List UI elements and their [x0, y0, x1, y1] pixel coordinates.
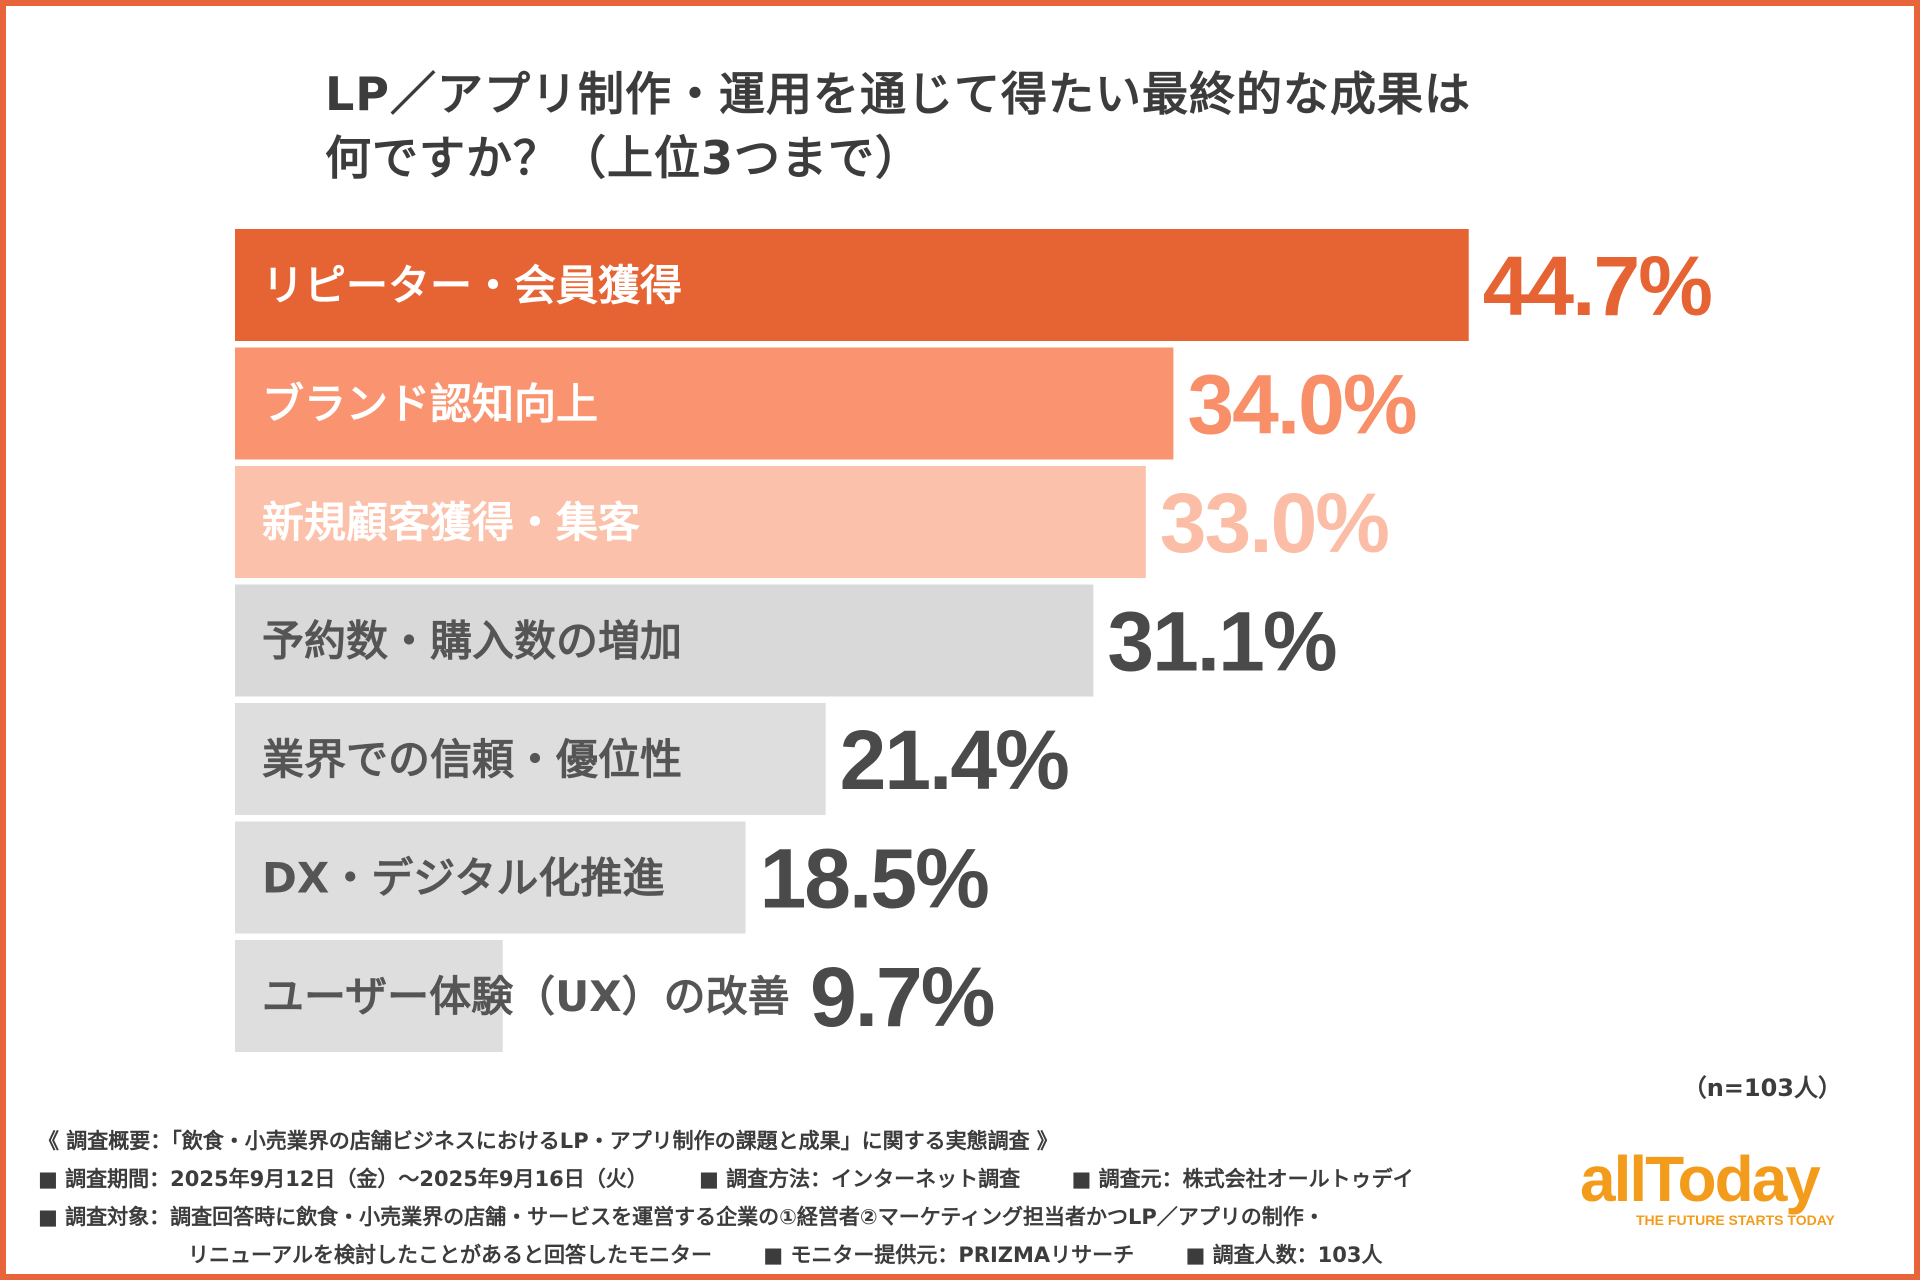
bar-label-6: DX・デジタル化推進 — [262, 854, 664, 903]
bar-1 — [235, 229, 1469, 341]
chart-title: LP／アプリ制作・運用を通じて得たい最終的な成果は 何ですか？（上位3つまで） — [325, 62, 1625, 190]
bar-label-1: リピーター・会員獲得 — [262, 261, 682, 310]
survey-meta-row: ■ 調査期間：2025年9月12日（金）〜2025年9月16日（火） ■ 調査方… — [38, 1160, 1538, 1198]
chart-title-line-2: 何ですか？（上位3つまで） — [325, 131, 923, 185]
bar-3 — [235, 466, 1146, 578]
bar-4 — [235, 584, 1094, 697]
bar-value-1: 44.7% — [1483, 239, 1711, 333]
bar-5 — [235, 703, 826, 815]
bar-value-3: 33.0% — [1160, 476, 1388, 570]
survey-target-line-2: リニューアルを検討したことがあると回答したモニター — [188, 1243, 712, 1267]
survey-method: ■ 調査方法：インターネット調査 — [699, 1167, 1021, 1191]
sample-size: （n=103人） — [1682, 1074, 1842, 1102]
survey-period: ■ 調査期間：2025年9月12日（金）〜2025年9月16日（火） — [38, 1167, 648, 1191]
bar-6 — [235, 821, 746, 934]
logo-wordmark: allToday — [1580, 1143, 1821, 1215]
bar-value-2: 34.0% — [1187, 358, 1415, 452]
bar-7 — [235, 940, 503, 1052]
survey-provider: ■ モニター提供元：PRIZMAリサーチ — [763, 1243, 1135, 1267]
bar-label-5: 業界での信頼・優位性 — [262, 735, 682, 784]
survey-source: ■ 調査元：株式会社オールトゥデイ — [1071, 1167, 1414, 1191]
survey-target-line-1: ■ 調査対象：調査回答時に飲食・小売業界の店舗・サービスを運営する企業の①経営者… — [38, 1205, 1325, 1229]
bar-label-7: ユーザー体験（UX）の改善 — [262, 972, 790, 1021]
survey-target-row-2: リニューアルを検討したことがあると回答したモニター ■ モニター提供元：PRIZ… — [38, 1236, 1538, 1274]
bar-label-2: ブランド認知向上 — [262, 380, 598, 429]
survey-footer: 《 調査概要：「飲食・小売業界の店舗ビジネスにおけるLP・アプリ制作の課題と成果… — [38, 1122, 1538, 1274]
chart-title-line-1: LP／アプリ制作・運用を通じて得たい最終的な成果は — [325, 67, 1472, 121]
bar-value-5: 21.4% — [840, 713, 1068, 807]
bar-label-3: 新規顧客獲得・集客 — [262, 498, 640, 547]
bar-label-4: 予約数・購入数の増加 — [262, 617, 682, 666]
bar-value-6: 18.5% — [760, 832, 988, 926]
logo-tagline: THE FUTURE STARTS TODAY — [1636, 1212, 1835, 1228]
alltoday-logo: allToday THE FUTURE STARTS TODAY — [1580, 1143, 1900, 1230]
bar-2 — [235, 347, 1174, 460]
survey-overview: 《 調査概要：「飲食・小売業界の店舗ビジネスにおけるLP・アプリ制作の課題と成果… — [38, 1129, 1058, 1153]
bar-value-7: 9.7% — [810, 950, 994, 1044]
bar-value-4: 31.1% — [1107, 595, 1335, 689]
survey-count: ■ 調査人数：103人 — [1185, 1243, 1383, 1267]
